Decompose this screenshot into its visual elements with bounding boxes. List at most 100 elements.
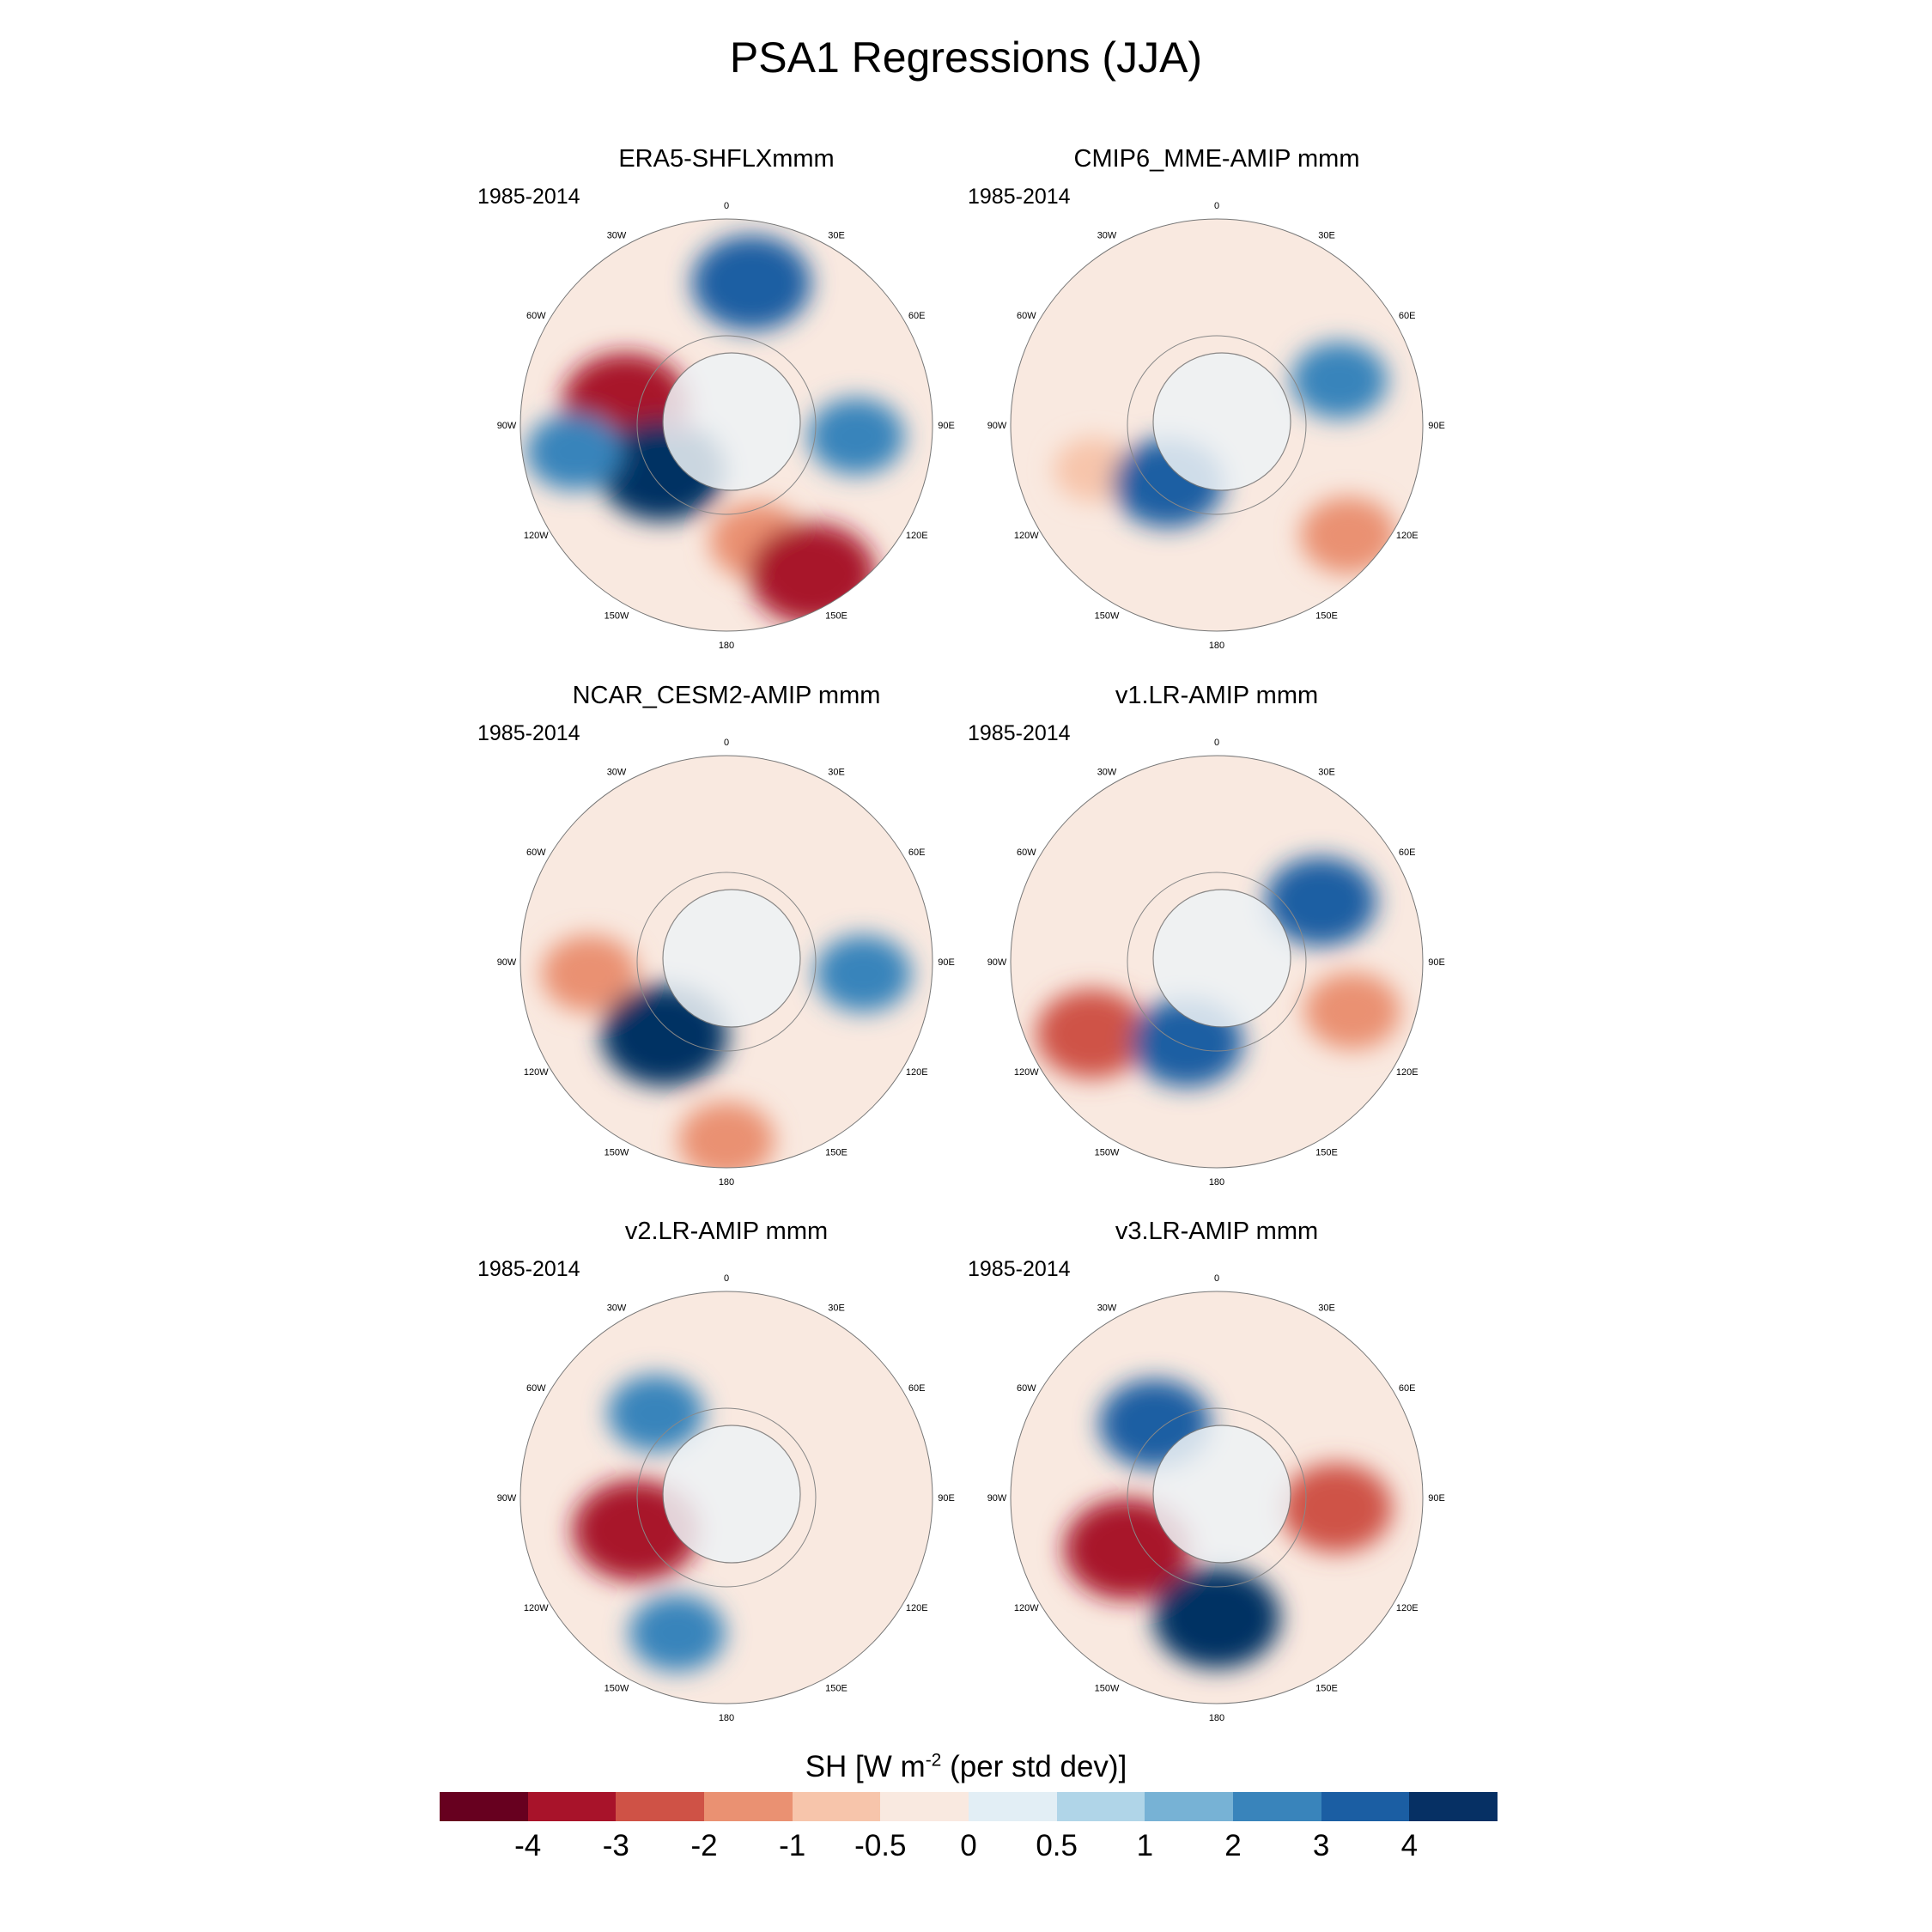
- colorbar-segment: [616, 1792, 705, 1821]
- antarctica-landmass: [1152, 889, 1291, 1028]
- panel-period: 1985-2014: [968, 185, 1071, 209]
- polar-map: 0 30E 60E 90E 120E 150E 180 150W 120W 90W 60W 30W: [497, 201, 955, 651]
- longitude-label: 150E: [1315, 1148, 1338, 1158]
- longitude-label: 150W: [1095, 1148, 1120, 1158]
- longitude-label: 90E: [938, 421, 955, 431]
- colorbar-segment: [704, 1792, 793, 1821]
- antarctica-landmass: [1152, 352, 1291, 491]
- longitude-label: 60W: [1017, 848, 1036, 858]
- colorbar-segment: [792, 1792, 881, 1821]
- anomaly-region: [691, 234, 811, 331]
- longitude-label: 0: [724, 1273, 729, 1284]
- longitude-label: 150E: [825, 1148, 848, 1158]
- longitude-label: 90W: [497, 421, 517, 431]
- longitude-label: 180: [1209, 1713, 1224, 1723]
- longitude-label: 120E: [906, 1067, 928, 1078]
- longitude-label: 90E: [1428, 957, 1445, 968]
- longitude-label: 90E: [1428, 421, 1445, 431]
- longitude-label: 30E: [1318, 230, 1335, 240]
- anomaly-region: [629, 1595, 726, 1672]
- map-boundary: [1010, 755, 1424, 1169]
- longitude-label: 120W: [524, 1603, 549, 1613]
- anomaly-region: [815, 935, 912, 1012]
- longitude-label: 120W: [524, 531, 549, 541]
- antarctica-coast: [1127, 1407, 1307, 1588]
- panel-period: 1985-2014: [968, 1257, 1071, 1281]
- longitude-label: 180: [719, 1713, 734, 1723]
- longitude-label: 30W: [607, 1303, 627, 1313]
- polar-map: 0 30E 60E 90E 120E 150E 180 150W 120W 90W 60W 30W: [497, 1273, 955, 1723]
- longitude-label: 60E: [1399, 1383, 1416, 1394]
- longitude-label: 0: [724, 201, 729, 211]
- longitude-label: 30W: [607, 767, 627, 777]
- longitude-label: 150W: [605, 1148, 629, 1158]
- map-panel-cmip6: CMIP6_MME-AMIP mmm 1985-2014 0 30E 60E 90E 1…: [968, 145, 1457, 674]
- longitude-label: 120W: [1014, 531, 1039, 541]
- panel-title: ERA5-SHFLXmmm: [618, 145, 835, 173]
- anomaly-region: [808, 398, 905, 476]
- map-panel-v1: v1.LR-AMIP mmm 1985-2014 0 30E 60E 90E 120E 1…: [968, 682, 1457, 1211]
- longitude-label: 180: [719, 641, 734, 651]
- longitude-label: 60W: [1017, 311, 1036, 321]
- anomaly-region: [1265, 857, 1377, 946]
- polar-map: 0 30E 60E 90E 120E 150E 180 150W 120W 90W 60W 30W: [987, 738, 1445, 1188]
- longitude-label: 90E: [1428, 1493, 1445, 1504]
- colorbar-tick-label: 3: [1312, 1829, 1330, 1862]
- longitude-label: 30E: [828, 1303, 845, 1313]
- anomaly-region: [526, 413, 623, 491]
- antarctica-coast: [636, 335, 817, 515]
- longitude-label: 150E: [1315, 1684, 1338, 1694]
- antarctica-coast: [636, 1407, 817, 1588]
- longitude-label: 30W: [1097, 767, 1117, 777]
- panel-period: 1985-2014: [968, 721, 1071, 745]
- colorbar-title-main: SH [W m: [805, 1750, 926, 1783]
- colorbar-title-tail: (per std dev)]: [941, 1750, 1127, 1783]
- colorbar-tick-label: -3: [602, 1829, 629, 1862]
- longitude-label: 120E: [1396, 1067, 1419, 1078]
- anomaly-region: [749, 523, 876, 625]
- antarctica-coast: [1127, 335, 1307, 515]
- longitude-label: 180: [719, 1177, 734, 1188]
- longitude-label: 60W: [1017, 1383, 1036, 1394]
- colorbar-tick-label: -1: [779, 1829, 806, 1862]
- colorbar-segment: [440, 1792, 529, 1821]
- panel-title: CMIP6_MME-AMIP mmm: [1073, 145, 1360, 173]
- anomaly-region: [1280, 1463, 1393, 1553]
- longitude-label: 0: [1214, 738, 1219, 748]
- colorbar-segment: [880, 1792, 969, 1821]
- polar-map: 0 30E 60E 90E 120E 150E 180 150W 120W 90W 60W 30W: [497, 738, 955, 1188]
- longitude-label: 0: [1214, 201, 1219, 211]
- anomaly-region: [541, 935, 638, 1012]
- longitude-label: 60W: [526, 1383, 546, 1394]
- figure-title: PSA1 Regressions (JJA): [729, 33, 1203, 82]
- longitude-label: 150E: [825, 611, 848, 622]
- longitude-label: 150E: [1315, 611, 1338, 622]
- colorbar-segment: [1145, 1792, 1234, 1821]
- longitude-label: 150W: [605, 1684, 629, 1694]
- antarctica-landmass: [662, 352, 801, 491]
- colorbar-tick-label: 0.5: [1036, 1829, 1078, 1862]
- longitude-label: 90W: [987, 1493, 1007, 1504]
- map-boundary: [519, 218, 933, 632]
- longitude-label: 150W: [1095, 1684, 1120, 1694]
- colorbar-title-exponent: -2: [925, 1750, 942, 1771]
- colorbar-segment: [1321, 1792, 1410, 1821]
- anomaly-region: [1303, 972, 1400, 1050]
- polar-map: 0 30E 60E 90E 120E 150E 180 150W 120W 90W 60W 30W: [987, 201, 1445, 651]
- map-panel-v2: v2.LR-AMIP mmm 1985-2014 0 30E 60E 90E 120E 1…: [477, 1218, 967, 1747]
- longitude-label: 60E: [908, 311, 926, 321]
- colorbar-tick-label: 4: [1400, 1829, 1419, 1862]
- panel-period: 1985-2014: [477, 185, 580, 209]
- longitude-label: 30E: [1318, 1303, 1335, 1313]
- longitude-label: 60E: [1399, 848, 1416, 858]
- longitude-label: 120W: [1014, 1067, 1039, 1078]
- colorbar-tick-label: 0: [960, 1829, 977, 1862]
- colorbar-tick-label: -0.5: [854, 1829, 907, 1862]
- panel-period: 1985-2014: [477, 1257, 580, 1281]
- anomaly-region: [607, 1375, 704, 1452]
- colorbar-segment: [527, 1792, 617, 1821]
- longitude-label: 180: [1209, 1177, 1224, 1188]
- longitude-label: 60E: [908, 848, 926, 858]
- colorbar: [440, 1792, 1498, 1821]
- map-panel-cesm2: NCAR_CESM2-AMIP mmm 1985-2014 0 30E 60E 90E…: [477, 682, 967, 1211]
